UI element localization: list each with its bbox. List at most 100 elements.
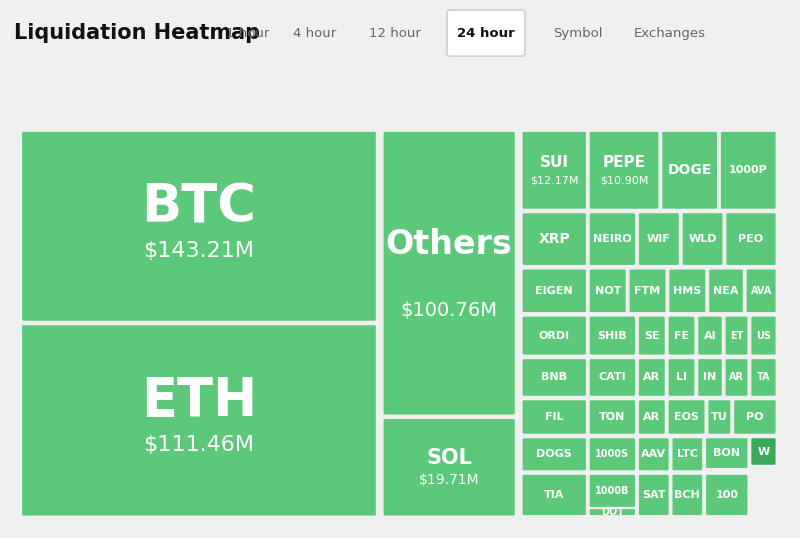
Text: Liquidation Heatmap: Liquidation Heatmap [14,23,260,43]
FancyBboxPatch shape [706,438,747,468]
FancyBboxPatch shape [522,213,586,265]
FancyBboxPatch shape [726,213,775,265]
Text: $143.21M: $143.21M [143,241,254,261]
FancyBboxPatch shape [384,419,514,515]
FancyBboxPatch shape [669,359,694,396]
Text: NEIRO: NEIRO [593,234,632,244]
Text: NOT: NOT [594,286,621,296]
FancyBboxPatch shape [590,317,635,355]
FancyBboxPatch shape [662,132,717,209]
FancyBboxPatch shape [709,270,742,312]
Text: $111.46M: $111.46M [143,435,254,455]
Text: $12.17M: $12.17M [530,175,578,186]
Text: LTC: LTC [677,449,698,459]
Text: 1000B: 1000B [595,486,630,496]
Text: ETH: ETH [141,376,257,427]
FancyBboxPatch shape [590,438,635,470]
Text: Others: Others [386,228,513,261]
FancyBboxPatch shape [22,325,376,515]
FancyBboxPatch shape [590,270,626,312]
FancyBboxPatch shape [590,509,635,515]
Text: $100.76M: $100.76M [401,301,498,320]
FancyBboxPatch shape [522,475,586,515]
Text: BON: BON [714,448,740,458]
Text: AR: AR [729,372,744,383]
Text: AAV: AAV [641,449,666,459]
Text: DOT: DOT [601,507,624,517]
FancyBboxPatch shape [590,213,635,265]
Text: W: W [758,447,770,457]
Text: AVA: AVA [750,286,772,296]
FancyBboxPatch shape [673,475,702,515]
FancyBboxPatch shape [630,270,666,312]
Text: 4 hour: 4 hour [294,26,337,40]
Text: FE: FE [674,330,689,341]
FancyBboxPatch shape [639,359,665,396]
FancyBboxPatch shape [746,270,775,312]
FancyBboxPatch shape [590,132,658,209]
Text: EIGEN: EIGEN [535,286,573,296]
FancyBboxPatch shape [522,132,586,209]
Text: 12 hour: 12 hour [369,26,421,40]
FancyBboxPatch shape [726,359,747,396]
Text: 1 hour: 1 hour [226,26,270,40]
FancyBboxPatch shape [721,132,775,209]
Text: 100: 100 [715,490,738,500]
Text: PEO: PEO [738,234,763,244]
Text: BCH: BCH [674,490,700,500]
FancyBboxPatch shape [669,400,705,434]
FancyBboxPatch shape [639,400,665,434]
Text: FIL: FIL [545,412,563,422]
Text: SE: SE [644,330,660,341]
Text: SOL: SOL [426,448,472,468]
FancyBboxPatch shape [670,270,706,312]
Text: $10.90M: $10.90M [600,175,648,186]
Text: TU: TU [711,412,728,422]
FancyBboxPatch shape [673,438,702,470]
Text: BNB: BNB [542,372,567,383]
FancyBboxPatch shape [751,438,775,465]
FancyBboxPatch shape [590,359,635,396]
Text: ORDI: ORDI [538,330,570,341]
FancyBboxPatch shape [522,400,586,434]
FancyBboxPatch shape [706,475,747,515]
Text: NEA: NEA [714,286,738,296]
Text: XRP: XRP [538,232,570,246]
FancyBboxPatch shape [682,213,722,265]
Text: BTC: BTC [142,181,257,233]
Text: WLD: WLD [688,234,717,244]
FancyBboxPatch shape [734,400,775,434]
Text: 1000S: 1000S [595,449,630,459]
Text: TA: TA [757,372,770,383]
Text: SUI: SUI [540,155,569,170]
FancyBboxPatch shape [669,317,694,355]
FancyBboxPatch shape [639,213,678,265]
Text: PEPE: PEPE [602,155,646,170]
FancyBboxPatch shape [522,270,586,312]
FancyBboxPatch shape [447,10,525,56]
Text: TON: TON [599,412,626,422]
FancyBboxPatch shape [726,317,747,355]
FancyBboxPatch shape [698,359,722,396]
FancyBboxPatch shape [639,317,665,355]
Text: CATI: CATI [598,372,626,383]
Text: AI: AI [704,330,716,341]
Text: PO: PO [746,412,764,422]
Text: IN: IN [703,372,717,383]
Text: US: US [756,330,771,341]
Text: TIA: TIA [544,490,564,500]
Text: 1000P: 1000P [729,165,768,175]
Text: HMS: HMS [674,286,702,296]
Text: DOGE: DOGE [667,163,712,178]
Text: FTM: FTM [634,286,661,296]
FancyBboxPatch shape [522,438,586,470]
Text: Symbol: Symbol [554,26,602,40]
FancyBboxPatch shape [522,359,586,396]
FancyBboxPatch shape [590,400,635,434]
FancyBboxPatch shape [590,475,635,507]
Text: LI: LI [676,372,687,383]
FancyBboxPatch shape [709,400,730,434]
Text: 24 hour: 24 hour [457,26,515,40]
Text: EOS: EOS [674,412,699,422]
Text: SAT: SAT [642,490,666,500]
